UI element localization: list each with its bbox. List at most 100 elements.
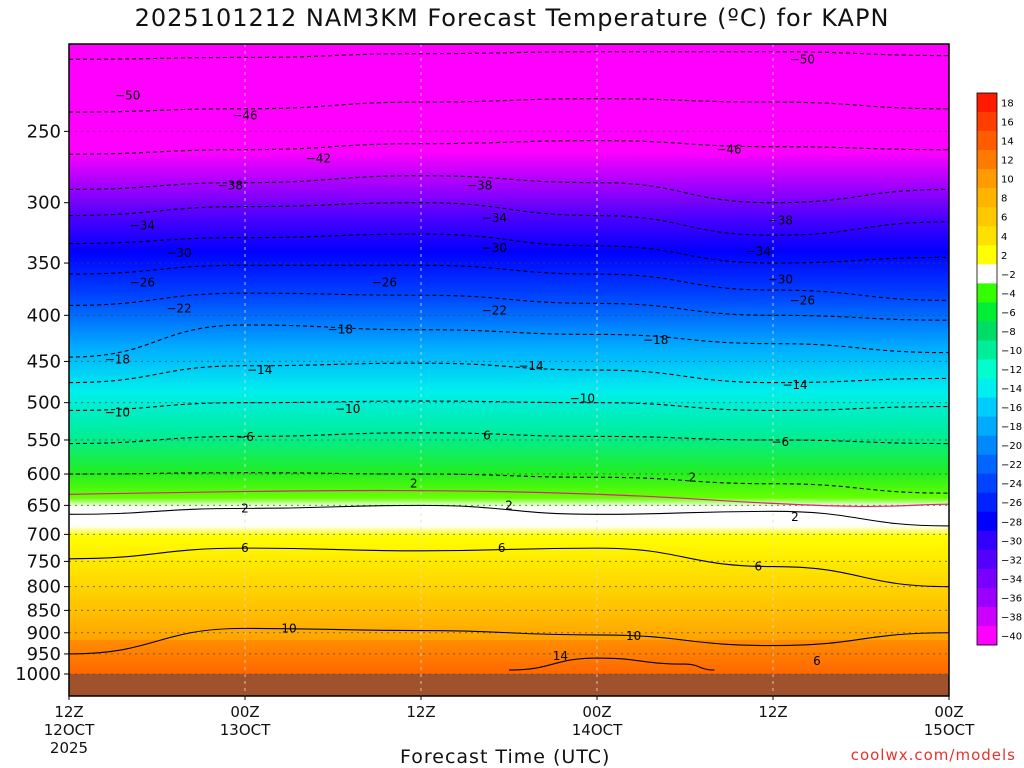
contour-label: −10 — [335, 402, 360, 416]
y-tick-label: 500 — [27, 393, 61, 414]
contour-label: −10 — [570, 392, 595, 406]
colorbar-tick-label: −14 — [1001, 384, 1022, 395]
contour-label: 14 — [553, 649, 568, 663]
colorbar-tick-label: −32 — [1001, 555, 1022, 566]
colorbar-cell — [977, 549, 997, 570]
freezing-line — [68, 489, 950, 508]
colorbar-tick-label: −36 — [1001, 593, 1022, 604]
x-tick-time: 00Z — [582, 703, 611, 721]
contour-line — [68, 547, 950, 588]
contour-label: 2 — [505, 498, 513, 512]
warm-surface-layer — [69, 640, 949, 674]
contour-label: −14 — [518, 359, 543, 373]
y-tick-label: 950 — [27, 644, 61, 665]
contour-label: −22 — [166, 301, 191, 315]
colorbar-tick-label: 14 — [1001, 137, 1014, 148]
colorbar-tick-label: 4 — [1001, 232, 1007, 243]
contour-line — [68, 175, 950, 204]
y-axis: 2503003504004505005506006507007508008509… — [15, 121, 69, 685]
contour-label: −34 — [130, 219, 155, 233]
colorbar-cell — [977, 511, 997, 532]
x-tick-time: 00Z — [230, 703, 259, 721]
contour-label: 2 — [410, 477, 418, 491]
contour-label: −38 — [467, 178, 492, 192]
colorbar-tick-label: 16 — [1001, 118, 1014, 129]
colorbar-cell — [977, 302, 997, 322]
colorbar-cell — [977, 606, 997, 627]
colorbar-cell — [977, 568, 997, 589]
colorbar-cell — [977, 340, 997, 360]
contour-label: −30 — [768, 272, 793, 286]
contour-label: −46 — [232, 108, 257, 122]
contour-line — [68, 432, 950, 445]
colorbar-tick-label: −30 — [1001, 536, 1022, 547]
contour-label: 6 — [813, 654, 821, 668]
colorbar-cell — [977, 416, 997, 436]
y-tick-label: 900 — [27, 623, 61, 644]
contour-line — [68, 202, 950, 236]
ground-band — [69, 674, 949, 696]
contour-label: −26 — [790, 293, 815, 307]
colorbar-tick-label: −34 — [1001, 574, 1022, 585]
colorbar-tick-label: −22 — [1001, 460, 1022, 471]
x-axis-label: Forecast Time (UTC) — [400, 746, 611, 768]
colorbar-cell — [977, 169, 997, 189]
x-tick-date: 14OCT — [572, 721, 623, 739]
colorbar-cell — [977, 112, 997, 132]
colorbar-cell — [977, 226, 997, 246]
x-tick-time: 12Z — [406, 703, 435, 721]
colorbar-cell — [977, 93, 997, 113]
y-tick-label: 1000 — [15, 664, 61, 685]
colorbar-cell — [977, 530, 997, 551]
contour-line — [68, 362, 950, 384]
contour-label: −50 — [115, 88, 140, 102]
contour-label: 6 — [498, 541, 506, 555]
colorbar-tick-label: 8 — [1001, 194, 1007, 205]
contour-line — [68, 292, 950, 321]
contour-label: −38 — [218, 178, 243, 192]
colorbar-cell — [977, 473, 997, 494]
colorbar-cell — [977, 150, 997, 170]
y-tick-label: 300 — [27, 193, 61, 214]
contour-label: −38 — [768, 214, 793, 228]
contour-label: −14 — [782, 378, 807, 392]
contour-label: −26 — [372, 276, 397, 290]
contour-label: −18 — [105, 353, 130, 367]
colorbar-cell — [977, 245, 997, 265]
contour-label: 10 — [626, 629, 641, 643]
colorbar-tick-label: 10 — [1001, 175, 1014, 186]
contour-line — [68, 51, 950, 60]
colorbar-tick-label: −40 — [1001, 631, 1022, 642]
colorbar-cell — [977, 131, 997, 151]
credit-link[interactable]: coolwx.com/models — [850, 746, 1016, 764]
contour-label: −18 — [328, 323, 353, 337]
contour-label: 6 — [241, 541, 249, 555]
y-tick-label: 550 — [27, 430, 61, 451]
contour-line — [508, 657, 715, 671]
y-tick-label: 750 — [27, 551, 61, 572]
colorbar-tick-label: −2 — [1001, 270, 1016, 281]
colorbar-tick-label: −20 — [1001, 441, 1022, 452]
colorbar-frame — [976, 92, 998, 646]
contour-line — [68, 400, 950, 411]
x-tick-date: 12OCT — [44, 721, 95, 739]
colorbar-cell — [977, 378, 997, 398]
x-tick-time: 12Z — [758, 703, 787, 721]
colorbar-cell — [977, 435, 997, 455]
colorbar-tick-label: −28 — [1001, 517, 1022, 528]
contour-label: 6 — [755, 560, 763, 574]
contour-label: 10 — [281, 621, 296, 635]
colorbar-cell — [977, 188, 997, 208]
x-tick-date: 15OCT — [924, 721, 975, 739]
colorbar-tick-label: −6 — [1001, 308, 1016, 319]
colorbar-tick-label: −10 — [1001, 346, 1022, 357]
contour-line — [68, 472, 950, 494]
contour-label: −6 — [771, 435, 789, 449]
colorbar-tick-label: −24 — [1001, 479, 1022, 490]
contour-line — [68, 140, 950, 155]
colorbar-cell — [977, 207, 997, 227]
colorbar-tick-label: −12 — [1001, 365, 1022, 376]
colorbar-tick-label: 2 — [1001, 251, 1007, 262]
